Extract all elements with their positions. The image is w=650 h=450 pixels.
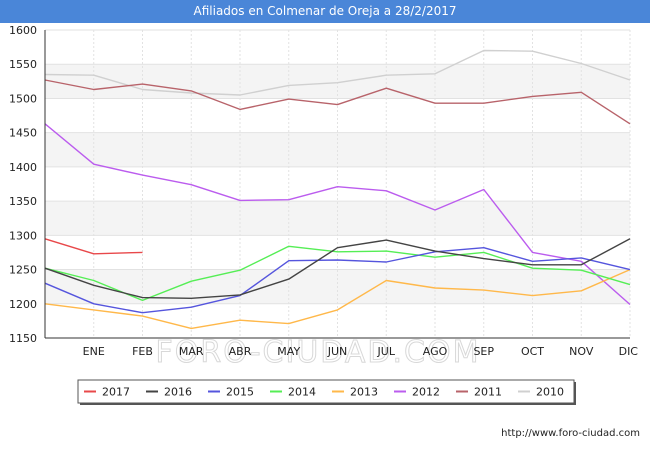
data-series: [44, 49, 631, 330]
y-tick-label: 1450: [9, 127, 37, 140]
x-tick-label: ABR: [229, 345, 252, 358]
y-tick-label: 1400: [9, 161, 37, 174]
axes: [44, 30, 630, 339]
x-tick-label: DIC: [619, 345, 639, 358]
legend-label-2017: 2017: [102, 386, 130, 399]
x-tick-label: MAR: [179, 345, 204, 358]
x-tick-label: SEP: [473, 345, 494, 358]
x-tick-label: ENE: [83, 345, 105, 358]
y-tick-label: 1600: [9, 24, 37, 37]
series-line-2012: [44, 123, 631, 306]
legend-label-2012: 2012: [412, 386, 440, 399]
legend-label-2016: 2016: [164, 386, 192, 399]
series-line-2010: [44, 49, 631, 96]
series-line-2013: [44, 268, 631, 330]
y-tick-label: 1500: [9, 92, 37, 105]
y-tick-label: 1300: [9, 229, 37, 242]
x-tick-label: NOV: [569, 345, 594, 358]
y-tick-label: 1150: [9, 332, 37, 345]
series-line-2016: [44, 238, 631, 299]
x-tick-label: AGO: [423, 345, 448, 358]
x-tick-label: FEB: [132, 345, 153, 358]
x-tick-label: MAY: [277, 345, 300, 358]
series-line-2017: [44, 238, 143, 255]
y-tick-label: 1200: [9, 298, 37, 311]
watermark: FORO-CIUDAD.COM: [156, 335, 481, 370]
plot-band: [45, 64, 630, 99]
x-axis-ticks: ENE FEB MAR ABR MAY JUN JUL AGO SEP OCT NOV DIC: [83, 345, 639, 358]
y-axis-ticks: 1150 1200 1250 1300 1350 1400 1450 1500 1550 1600: [9, 24, 37, 345]
y-tick-label: 1350: [9, 195, 37, 208]
y-tick-label: 1250: [9, 264, 37, 277]
plot-band: [45, 132, 630, 167]
legend-label-2014: 2014: [288, 386, 316, 399]
source-url[interactable]: http://www.foro-ciudad.com: [501, 428, 640, 439]
legend-label-2010: 2010: [536, 386, 564, 399]
legend-box: [77, 379, 575, 404]
chart-title: Afiliados en Colmenar de Oreja a 28/2/20…: [0, 0, 650, 23]
y-tick-label: 1550: [9, 58, 37, 71]
x-tick-label: JUN: [327, 345, 348, 358]
legend-label-2011: 2011: [474, 386, 502, 399]
series-line-2015: [44, 246, 631, 314]
series-line-2014: [44, 245, 631, 302]
x-tick-label: OCT: [521, 345, 544, 358]
legend: 2017 2016 2015 2014 2013 2012 2011 2010: [77, 379, 576, 405]
series-line-2011: [44, 79, 631, 125]
legend-label-2013: 2013: [350, 386, 378, 399]
x-tick-label: JUL: [377, 345, 396, 358]
legend-label-2015: 2015: [226, 386, 254, 399]
